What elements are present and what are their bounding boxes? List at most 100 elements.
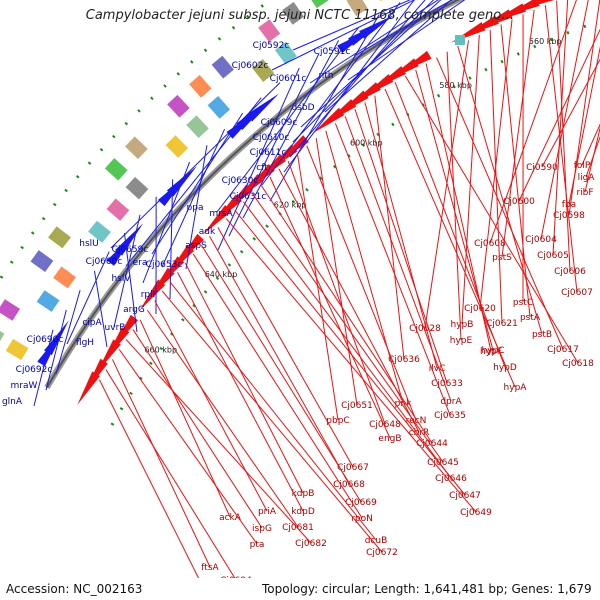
left-gene-label: dsbD <box>291 103 314 113</box>
right-gene-label: Cj0598 <box>553 211 585 221</box>
left-leader-line <box>242 40 340 219</box>
left-leader-line <box>217 67 300 251</box>
cog-color-block <box>186 115 209 139</box>
left-gene-label: aspS <box>185 241 207 251</box>
cog-color-block <box>455 35 465 45</box>
left-gene-label: Cj0659c <box>112 245 149 255</box>
left-leader-line <box>216 26 360 213</box>
right-leader-line <box>344 116 452 402</box>
left-leader-line <box>292 0 411 51</box>
left-leader-line <box>228 53 320 237</box>
cog-color-block <box>125 136 148 159</box>
left-leader-line <box>300 0 442 128</box>
right-gene-label: dprA <box>440 397 462 407</box>
left-leader-line <box>123 232 138 333</box>
right-gene-label: ilvC <box>429 364 446 374</box>
map-footer: Accession: NC_002163 Topology: circular;… <box>0 578 600 600</box>
left-leader-line <box>269 14 380 202</box>
right-gene-label: Cj0617 <box>547 345 579 355</box>
tick-label: 580 kbp <box>439 81 472 90</box>
right-leader-line <box>296 153 339 421</box>
right-gene-label: ligA <box>578 173 596 183</box>
left-gene-label: era <box>133 258 148 268</box>
reverse-gene-arrow <box>176 233 205 265</box>
right-leader-line <box>500 24 531 318</box>
left-gene-label: Cj0611c <box>250 148 287 158</box>
right-gene-label: kdpD <box>291 507 315 517</box>
left-gene-label: Cj0653c <box>146 260 183 270</box>
left-gene-label: mrsA <box>209 209 233 219</box>
right-gene-label: pstC <box>513 298 533 308</box>
right-gene-label: Cj0620 <box>464 304 496 314</box>
right-leader-line <box>436 57 564 350</box>
left-gene-label: flgH <box>76 338 94 348</box>
reverse-gene-arrow <box>477 9 513 30</box>
right-gene-label: Cj0646 <box>435 474 467 484</box>
cog-color-block <box>48 226 71 249</box>
right-gene-label: fba <box>562 200 576 210</box>
right-leader-line <box>225 218 477 513</box>
left-gene-label: Cj0609c <box>261 118 298 128</box>
right-leader-line <box>540 0 589 240</box>
reverse-gene-arrow <box>491 3 527 23</box>
right-leader-line <box>217 227 354 468</box>
right-leader-line <box>269 176 391 439</box>
right-leader-line <box>260 184 433 444</box>
right-gene-label: ribF <box>576 188 593 198</box>
right-leader-line <box>154 300 268 512</box>
right-leader-line <box>105 369 237 581</box>
left-leader-line <box>55 290 81 375</box>
left-leader-line <box>125 97 262 267</box>
reverse-gene-arrow <box>397 50 432 74</box>
right-gene-label: pstB <box>532 330 552 340</box>
cog-color-block <box>104 158 128 181</box>
right-leader-line <box>394 82 506 368</box>
reverse-gene-arrow <box>464 15 499 36</box>
left-leader-line <box>161 128 226 268</box>
right-gene-label: pstS <box>492 253 512 263</box>
right-gene-label: kdpB <box>292 489 315 499</box>
right-gene-label: Cj0607 <box>561 288 593 298</box>
right-gene-label: Cj0621 <box>486 319 518 329</box>
right-leader-line <box>581 123 600 166</box>
map-title: Campylobacter jejuni subsp. jejuni NCTC … <box>85 8 515 23</box>
right-leader-line <box>404 75 579 364</box>
left-gene-label: ppa <box>187 203 204 213</box>
right-gene-label: Cj0648 <box>369 420 401 430</box>
cog-color-block <box>5 338 29 361</box>
right-gene-label: Cj0635 <box>434 411 466 421</box>
cog-color-block <box>36 290 60 312</box>
cog-color-block <box>167 94 190 118</box>
left-gene-label: glnA <box>2 397 23 407</box>
right-leader-line <box>112 359 211 568</box>
right-gene-label: hypE <box>450 336 473 346</box>
right-leader-line <box>192 253 363 519</box>
right-gene-label: cbrR <box>409 428 430 438</box>
left-leader-line <box>169 179 174 300</box>
reverse-gene-arrow <box>84 358 108 393</box>
right-leader-line <box>177 272 304 512</box>
right-gene-label: hypB <box>451 320 474 330</box>
right-leader-line <box>374 95 405 360</box>
left-gene-label: Cj0630c <box>222 176 259 186</box>
right-gene-label: recN <box>406 416 427 426</box>
right-leader-line <box>315 138 358 406</box>
right-gene-label: Cj0669 <box>345 498 377 508</box>
cog-color-block <box>0 299 21 321</box>
cog-color-block <box>211 55 234 79</box>
right-gene-label: priA <box>258 507 277 517</box>
right-gene-label: folP <box>574 161 591 171</box>
left-leader-line <box>66 251 110 345</box>
cog-color-block <box>258 19 281 43</box>
left-leader-line <box>185 145 208 270</box>
right-leader-line <box>489 0 577 244</box>
cog-color-block <box>30 250 54 273</box>
right-leader-line <box>132 329 263 529</box>
right-gene-label: ispG <box>252 524 272 534</box>
right-gene-label: Cj0618 <box>562 359 594 369</box>
cog-color-block <box>207 96 231 119</box>
right-gene-label: ftsA <box>201 563 219 573</box>
right-leader-line <box>457 45 543 335</box>
right-gene-label: Cj0605 <box>537 251 569 261</box>
left-leader-line <box>283 0 415 173</box>
